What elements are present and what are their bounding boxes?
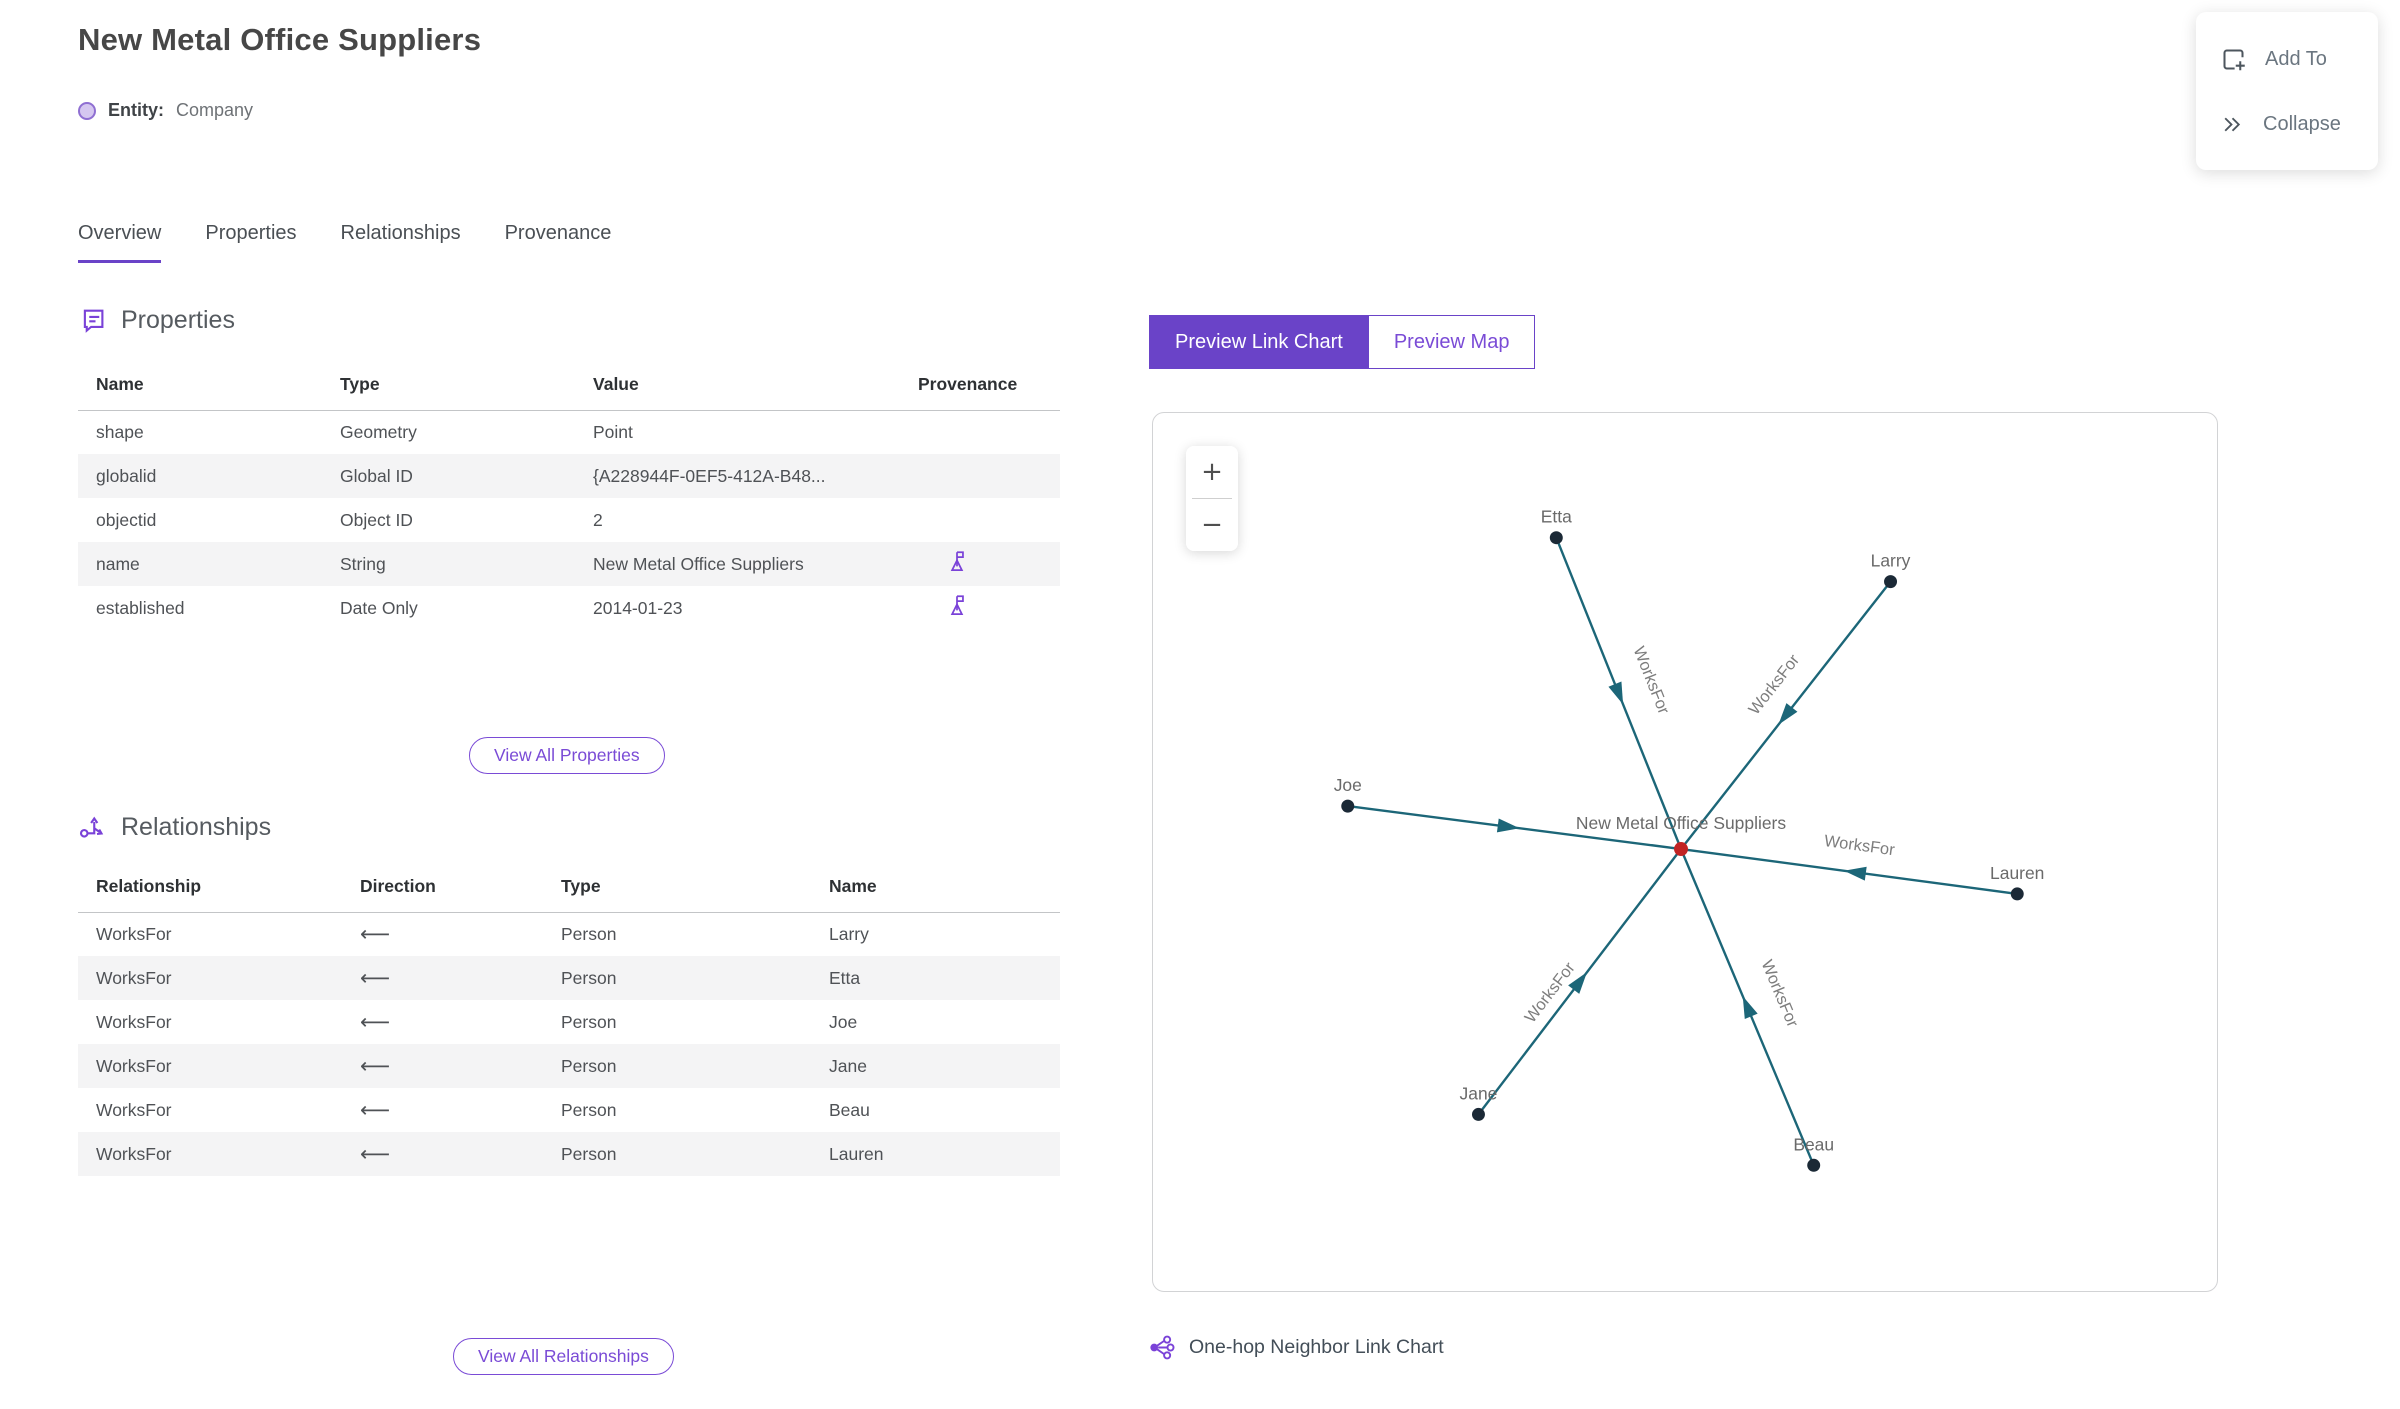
tab-overview[interactable]: Overview xyxy=(78,222,162,263)
zoom-out-button[interactable]: − xyxy=(1186,499,1238,551)
page-title: New Metal Office Suppliers xyxy=(78,22,482,57)
preview-map-button[interactable]: Preview Map xyxy=(1367,316,1535,368)
properties-icon xyxy=(83,309,104,333)
entity-type-icon xyxy=(78,101,96,120)
properties-table-header: Name Type Value Provenance xyxy=(78,360,1060,411)
properties-section-header: Properties xyxy=(78,305,235,335)
entity-label: Entity: xyxy=(108,100,164,120)
zoom-in-button[interactable]: + xyxy=(1186,446,1238,498)
direction-arrow: ⟵ xyxy=(360,1054,391,1078)
properties-section-title: Properties xyxy=(121,305,235,334)
relationship-link[interactable]: WorksFor xyxy=(96,1055,172,1076)
property-row: name String New Metal Office Suppliers xyxy=(78,542,1060,586)
col-name: Name xyxy=(78,360,340,411)
direction-arrow: ⟵ xyxy=(360,966,391,990)
collapse-button[interactable]: Collapse xyxy=(2196,112,2378,137)
svg-text:WorksFor: WorksFor xyxy=(1758,957,1802,1030)
property-row: objectid Object ID 2 xyxy=(96,509,603,530)
relationship-link[interactable]: WorksFor xyxy=(96,1099,172,1120)
add-to-button[interactable]: Add To xyxy=(2196,46,2378,73)
relationship-row: WorksFor ⟵ Person Jane xyxy=(78,1044,1060,1088)
link-chart-panel: + − WorksFor WorksFor WorksFor WorksFor Work… xyxy=(1152,412,2218,1292)
add-to-label: Add To xyxy=(2265,47,2327,70)
property-row: established Date Only 2014-01-23 xyxy=(78,586,1060,630)
direction-arrow: ⟵ xyxy=(360,1098,391,1122)
entity-type-value: Company xyxy=(176,100,254,120)
entity-link[interactable]: Jane xyxy=(829,1055,867,1076)
relationship-row: WorksFor ⟵ Person Larry xyxy=(78,912,1060,956)
entity-link[interactable]: Larry xyxy=(829,923,869,944)
actions-card: Add To Collapse xyxy=(2196,12,2378,170)
col-type: Type xyxy=(561,862,829,913)
relationships-section-title: Relationships xyxy=(121,812,272,841)
tab-provenance[interactable]: Provenance xyxy=(504,222,612,244)
relationships-table-header: Relationship Direction Type Name xyxy=(78,862,1060,913)
col-direction: Direction xyxy=(360,862,561,913)
preview-link-chart-button[interactable]: Preview Link Chart xyxy=(1150,316,1368,368)
svg-text:WorksFor: WorksFor xyxy=(1823,832,1896,859)
chart-caption: One-hop Neighbor Link Chart xyxy=(1148,1334,1444,1361)
relationship-link[interactable]: WorksFor xyxy=(96,1011,172,1032)
relationships-icon xyxy=(79,816,104,838)
add-to-icon xyxy=(2223,48,2245,70)
svg-text:Jane: Jane xyxy=(1460,1083,1498,1103)
col-value: Value xyxy=(593,360,918,411)
properties-table: Name Type Value Provenance shape Geometr… xyxy=(78,360,1060,630)
relationship-row: WorksFor ⟵ Person Joe xyxy=(78,1000,1060,1044)
svg-text:Larry: Larry xyxy=(1871,551,1911,571)
svg-text:Etta: Etta xyxy=(1541,507,1572,527)
relationship-link[interactable]: WorksFor xyxy=(96,967,172,988)
tab-properties[interactable]: Properties xyxy=(205,222,297,244)
zoom-control: + − xyxy=(1186,446,1238,551)
relationship-row: WorksFor ⟵ Person Lauren xyxy=(78,1132,1060,1176)
col-name: Name xyxy=(829,862,1060,913)
entity-link[interactable]: Joe xyxy=(829,1011,858,1032)
view-all-properties-button[interactable]: View All Properties xyxy=(469,737,665,774)
tab-bar: Overview Properties Relationships Proven… xyxy=(78,222,611,263)
property-row: shape Geometry Point xyxy=(96,421,633,442)
entity-row: Entity: Company xyxy=(78,100,253,121)
relationship-link[interactable]: WorksFor xyxy=(96,1143,172,1164)
view-all-relationships-button[interactable]: View All Relationships xyxy=(453,1338,674,1375)
tab-relationships[interactable]: Relationships xyxy=(340,222,461,244)
direction-arrow: ⟵ xyxy=(360,1010,391,1034)
col-relationship: Relationship xyxy=(78,862,360,913)
relationships-section-header: Relationships xyxy=(78,812,271,842)
relationships-table: Relationship Direction Type Name WorksFo… xyxy=(78,862,1060,1176)
entity-link[interactable]: Beau xyxy=(829,1099,870,1120)
relationship-row: WorksFor ⟵ Person Etta xyxy=(78,956,1060,1000)
provenance-flag-icon[interactable] xyxy=(944,593,970,619)
svg-text:Lauren: Lauren xyxy=(1990,863,2044,883)
col-type: Type xyxy=(340,360,593,411)
link-chart-icon xyxy=(1150,1335,1175,1360)
svg-text:WorksFor: WorksFor xyxy=(1630,644,1673,717)
direction-arrow: ⟵ xyxy=(360,1142,391,1166)
chevrons-right-icon xyxy=(2224,117,2241,131)
collapse-label: Collapse xyxy=(2263,112,2341,135)
property-row: globalid Global ID {A228944F-0EF5-412A-B… xyxy=(78,454,1060,498)
provenance-flag-icon[interactable] xyxy=(944,549,970,575)
zoom-divider xyxy=(1192,498,1232,499)
relationship-row: WorksFor ⟵ Person Beau xyxy=(78,1088,1060,1132)
svg-text:Beau: Beau xyxy=(1793,1134,1834,1154)
chart-caption-label: One-hop Neighbor Link Chart xyxy=(1189,1336,1444,1358)
entity-link[interactable]: Lauren xyxy=(829,1143,884,1164)
svg-text:WorksFor: WorksFor xyxy=(1745,651,1803,718)
entity-link[interactable]: Etta xyxy=(829,967,861,988)
svg-text:Joe: Joe xyxy=(1334,775,1362,795)
svg-text:New Metal Office Suppliers: New Metal Office Suppliers xyxy=(1576,813,1786,833)
col-provenance: Provenance xyxy=(918,360,1060,411)
direction-arrow: ⟵ xyxy=(360,922,391,947)
relationship-link[interactable]: WorksFor xyxy=(96,923,172,944)
preview-toggle: Preview Link Chart Preview Map xyxy=(1149,315,1536,369)
